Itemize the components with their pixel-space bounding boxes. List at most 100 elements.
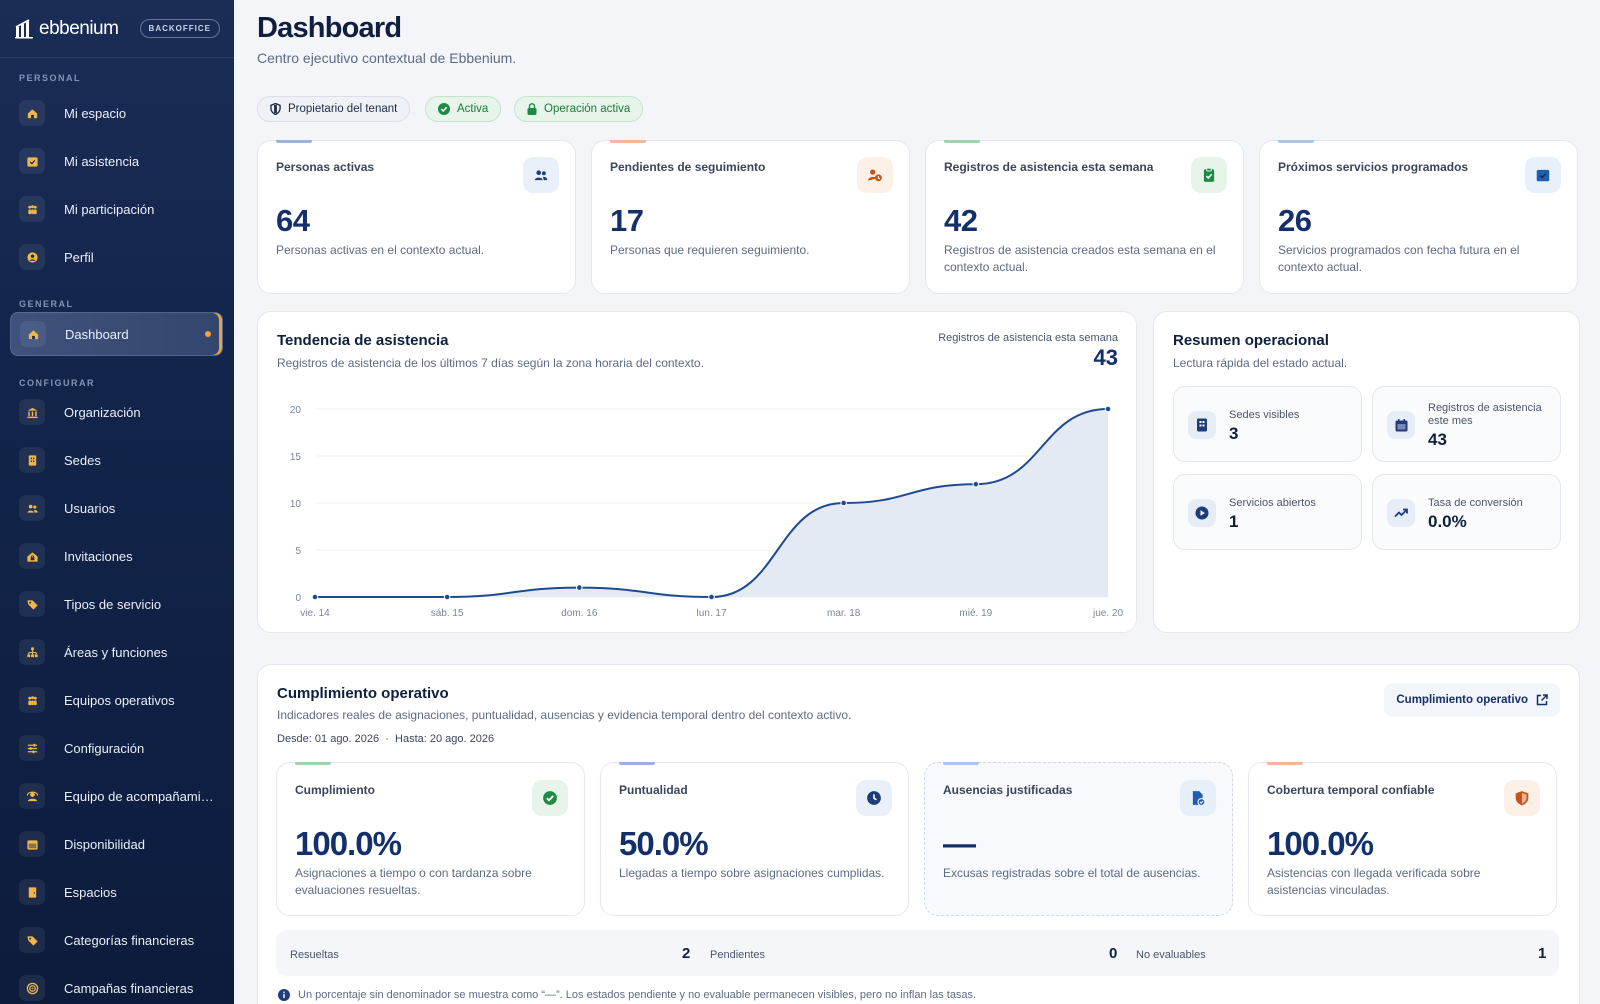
lock-house-icon: [26, 551, 38, 562]
metric-accent-tab: [1267, 762, 1303, 765]
sidebar-item-icon: [19, 687, 45, 713]
chart-point[interactable]: [443, 593, 451, 601]
metric-title: Puntualidad: [619, 783, 688, 797]
kpi-value: 64: [276, 203, 310, 238]
compliance-open-button[interactable]: Cumplimiento operativo: [1384, 683, 1560, 717]
metric-title: Cobertura temporal confiable: [1267, 783, 1435, 797]
kpi-card[interactable]: Próximos servicios programados 26 Servic…: [1259, 140, 1578, 294]
sidebar-item-mi-participacion[interactable]: Mi participación: [10, 187, 223, 231]
owner-pill[interactable]: Propietario del tenant: [257, 96, 411, 122]
sidebar-item-organizacion[interactable]: Organización: [10, 390, 223, 434]
sidebar: ebbenium BACKOFFICE PERSONAL GENERAL CON…: [0, 0, 234, 1004]
summary-item-conversion[interactable]: Tasa de conversión 0.0%: [1372, 474, 1561, 550]
owner-pill-label: Propietario del tenant: [288, 103, 398, 115]
sidebar-item-equipo-de-acompanamie[interactable]: Equipo de acompañamie...: [10, 774, 223, 818]
sidebar-item-areas-y-funciones[interactable]: Áreas y funciones: [10, 630, 223, 674]
compliance-metric-card[interactable]: Cumplimiento 100.0% Asignaciones a tiemp…: [276, 762, 585, 916]
kpi-description: Personas activas en el contexto actual.: [276, 243, 485, 257]
chart-point[interactable]: [708, 593, 715, 601]
x-tick-label: lun. 17: [696, 608, 726, 619]
sidebar-item-invitaciones[interactable]: Invitaciones: [10, 534, 223, 578]
compliance-button-label: Cumplimiento operativo: [1396, 694, 1528, 706]
sidebar-item-icon: [19, 543, 45, 569]
sidebar-item-mi-asistencia[interactable]: Mi asistencia: [10, 139, 223, 183]
tag-icon: [26, 935, 38, 946]
chart-point[interactable]: [1104, 405, 1112, 413]
compliance-metric-card[interactable]: Cobertura temporal confiable 100.0% Asis…: [1248, 762, 1557, 916]
sidebar-item-usuarios[interactable]: Usuarios: [10, 486, 223, 530]
metric-description: Asignaciones a tiempo o con tardanza sob…: [295, 866, 532, 897]
sidebar-item-equipos-operativos[interactable]: Equipos operativos: [10, 678, 223, 722]
page-subtitle: Centro ejecutivo contextual de Ebbenium.: [257, 50, 517, 66]
kpi-description: Registros de asistencia creados esta sem…: [944, 243, 1216, 274]
sidebar-item-icon: [19, 735, 45, 761]
sidebar-item-label: Sedes: [64, 452, 101, 468]
kpi-card[interactable]: Pendientes de seguimiento 17 Personas qu…: [591, 140, 910, 294]
status-active-label: Activa: [457, 103, 489, 115]
group-icon: [27, 204, 37, 214]
sidebar-item-dashboard[interactable]: Dashboard: [10, 312, 223, 356]
operation-active-pill[interactable]: Operación activa: [514, 96, 644, 122]
metric-accent-tab: [943, 762, 979, 765]
sidebar-item-icon: [19, 495, 45, 521]
check-circle-icon: [438, 103, 450, 115]
status-active-pill[interactable]: Activa: [425, 96, 502, 122]
calendar-check-icon: [26, 156, 38, 167]
sidebar-item-tipos-de-servicio[interactable]: Tipos de servicio: [10, 582, 223, 626]
sidebar-item-label: Mi espacio: [64, 105, 127, 121]
sidebar-item-categorias-financieras[interactable]: Categorías financieras: [10, 918, 223, 962]
kpi-title: Pendientes de seguimiento: [610, 160, 766, 174]
sidebar-item-sedes[interactable]: Sedes: [10, 438, 223, 482]
sidebar-item-icon: [19, 100, 45, 126]
sidebar-item-label: Perfil: [64, 249, 94, 265]
sidebar-item-espacios[interactable]: Espacios: [10, 870, 223, 914]
page-title: Dashboard: [257, 12, 402, 44]
summary-item-label: Sedes visibles: [1229, 409, 1300, 421]
x-tick-label: dom. 16: [561, 608, 598, 619]
chart-point[interactable]: [576, 584, 583, 591]
sidebar-item-campanas-financieras[interactable]: Campañas financieras: [10, 966, 223, 1004]
compliance-metric-card[interactable]: Ausencias justificadas — Excusas registr…: [924, 762, 1233, 916]
tag-icon: [26, 599, 38, 610]
metric-value: 50.0%: [619, 825, 709, 862]
kpi-card[interactable]: Personas activas 64 Personas activas en …: [257, 140, 576, 294]
summary-item-value: 1: [1229, 512, 1239, 531]
sidebar-item-label: Dashboard: [65, 326, 129, 342]
operation-active-label: Operación activa: [544, 103, 631, 115]
kpi-card[interactable]: Registros de asistencia esta semana 42 R…: [925, 140, 1244, 294]
kpi-icon-box: [523, 157, 559, 193]
summary-item-value: 43: [1428, 430, 1447, 449]
sidebar-item-disponibilidad[interactable]: Disponibilidad: [10, 822, 223, 866]
count-resueltas-value: 2: [682, 945, 691, 962]
sidebar-item-perfil[interactable]: Perfil: [10, 235, 223, 279]
sidebar-item-icon: [19, 148, 45, 174]
compliance-note: Un porcentaje sin denominador se muestra…: [278, 989, 976, 1001]
kpi-value: 26: [1278, 203, 1312, 238]
x-tick-label: jue. 20: [1092, 608, 1123, 619]
summary-item-servicios-abiertos[interactable]: Servicios abiertos 1: [1173, 474, 1362, 550]
count-pendientes-value: 0: [1109, 945, 1118, 962]
sidebar-item-label: Campañas financieras: [64, 980, 194, 996]
attendance-trend-card: Tendencia de asistencia Registros de asi…: [257, 311, 1137, 633]
sidebar-item-icon: [19, 591, 45, 617]
sidebar-item-mi-espacio[interactable]: Mi espacio: [10, 91, 223, 135]
x-tick-label: mar. 18: [827, 608, 861, 619]
metric-description: Asistencias con llegada verificada sobre…: [1267, 866, 1481, 897]
summary-item-sedes[interactable]: Sedes visibles 3: [1173, 386, 1362, 462]
info-icon: [278, 989, 290, 1001]
sidebar-item-label: Organización: [64, 404, 141, 420]
sidebar-item-configuracion[interactable]: Configuración: [10, 726, 223, 770]
metric-icon-box: [532, 780, 568, 816]
metric-value: 100.0%: [1267, 825, 1374, 862]
brand-logo[interactable]: ebbenium: [15, 18, 119, 40]
compliance-date-range: Desde: 01 ago. 2026 · Hasta: 20 ago. 202…: [277, 733, 495, 745]
org-chart-icon: [26, 646, 38, 657]
summary-item-registros-mes[interactable]: Registros de asistencia este mes 43: [1372, 386, 1561, 462]
trending-up-icon: [1387, 499, 1415, 527]
chart-point[interactable]: [972, 480, 980, 488]
chart-point[interactable]: [311, 593, 319, 601]
compliance-metric-card[interactable]: Puntualidad 50.0% Llegadas a tiempo sobr…: [600, 762, 909, 916]
kpi-icon-box: [1191, 157, 1227, 193]
kpi-title: Personas activas: [276, 160, 375, 174]
chart-point[interactable]: [840, 499, 847, 507]
